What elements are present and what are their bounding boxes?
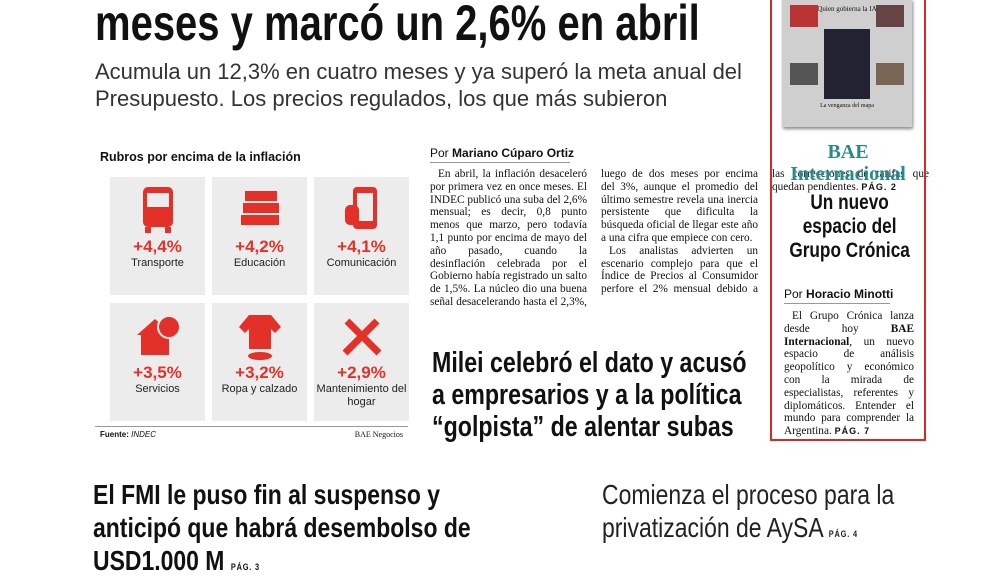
- cover-title: Quien gobierna la IA: [817, 5, 877, 13]
- headline-text: El FMI le puso fin al suspenso y anticip…: [93, 479, 471, 576]
- item-value: +4,2%: [235, 237, 284, 256]
- body-text: , un nuevo espacio de análisis geopolíti…: [784, 335, 914, 438]
- author: Horacio Minotti: [806, 287, 894, 301]
- phone-icon: [344, 187, 377, 229]
- cover-photo: [824, 29, 870, 99]
- cover: Quien gobierna la IA La venganza del map…: [782, 0, 912, 127]
- item-value: +3,5%: [133, 363, 182, 382]
- tile: +4,1% Comunicación: [314, 177, 409, 295]
- bottom-headline: Comienza el proceso para la privatizació…: [602, 478, 930, 551]
- sidebar-title: Un nuevo espacio del Grupo Crónica: [789, 191, 910, 262]
- bus-icon: [142, 187, 173, 233]
- item-label: Mantenimiento del hogar: [316, 383, 407, 408]
- kicker: BAE Internacional: [772, 141, 924, 185]
- source: Fuente: INDEC: [100, 430, 156, 439]
- tile: +3,2% Ropa y calzado: [212, 303, 307, 421]
- rule: [784, 303, 890, 304]
- cover-photo: [876, 5, 904, 27]
- kicker-a: BAE: [827, 141, 869, 163]
- item-value: +2,9%: [337, 363, 386, 382]
- sidebar-body: El Grupo Crónica lanza desde hoy BAE Int…: [784, 310, 914, 438]
- item-label: Ropa y calzado: [221, 383, 298, 395]
- item-value: +4,1%: [337, 237, 386, 256]
- page-ref: PÁG. 3: [230, 562, 260, 572]
- kicker-b: Internacional: [790, 163, 906, 185]
- books-icon: [240, 191, 279, 225]
- tile: +3,5% Servicios: [110, 303, 205, 421]
- paragraph: En abril, la inflación desaceleró por pr…: [430, 168, 758, 308]
- page-ref: PÁG. 2: [861, 181, 897, 192]
- tile: +4,4% Transporte: [110, 177, 205, 295]
- item-label: Educación: [233, 257, 286, 269]
- source-value: INDEC: [131, 430, 157, 439]
- item-label: Servicios: [135, 383, 180, 395]
- subhead: Acumula un 12,3% en cuatro meses y ya su…: [95, 59, 742, 111]
- rule: [95, 426, 408, 427]
- shirt-icon: [238, 315, 281, 360]
- rule: [430, 162, 570, 163]
- page-ref: PÁG. 7: [834, 426, 871, 437]
- credit: BAE Negocios: [354, 430, 403, 439]
- house-icon: [136, 315, 181, 355]
- item-label: Transporte: [131, 257, 184, 269]
- headline2: Milei celebró el dato y acusó a empresar…: [432, 347, 747, 443]
- byline-prefix: Por: [784, 287, 803, 301]
- paragraph: Los analistas advierten un escenario com…: [601, 168, 929, 318]
- cover-photo: [790, 63, 818, 85]
- page: meses y marcó un 2,6% en abril Acumula u…: [93, 0, 930, 576]
- page-ref: PÁG. 4: [828, 529, 858, 539]
- cover-footer: La venganza del mapa: [820, 103, 874, 109]
- cover-photo: [790, 5, 818, 27]
- author: Mariano Cúparo Ortiz: [452, 146, 575, 160]
- item-value: +4,4%: [133, 237, 182, 256]
- bottom-headline: El FMI le puso fin al suspenso y anticip…: [93, 478, 519, 584]
- info-title: Rubros por encima de la inflación: [100, 150, 301, 164]
- headline: meses y marcó un 2,6% en abril: [95, 0, 700, 51]
- byline: Por Horacio Minotti: [784, 287, 893, 301]
- sidebar: Quien gobierna la IA La venganza del map…: [770, 0, 926, 441]
- byline: Por Mariano Cúparo Ortiz: [430, 146, 757, 160]
- article-body: En abril, la inflación desaceleró por pr…: [430, 168, 929, 318]
- tools-icon: [342, 318, 381, 356]
- body-text: El Grupo Crónica lanza desde hoy: [784, 310, 914, 335]
- tile: +4,2% Educación: [212, 177, 307, 295]
- cover-photo: [876, 63, 904, 85]
- tile: +2,9% Mantenimiento del hogar: [314, 303, 409, 421]
- paragraph-text: Los analistas advierten un escenario com…: [601, 168, 929, 296]
- item-value: +3,2%: [235, 363, 284, 382]
- infographic: Rubros por encima de la inflación +4,4% T…: [95, 145, 409, 445]
- item-label: Comunicación: [326, 257, 397, 269]
- headline-text: Comienza el proceso para la privatizació…: [602, 479, 895, 543]
- byline-prefix: Por: [430, 146, 449, 160]
- body-bold: BAE Internacional: [784, 322, 914, 348]
- source-label: Fuente:: [100, 430, 129, 439]
